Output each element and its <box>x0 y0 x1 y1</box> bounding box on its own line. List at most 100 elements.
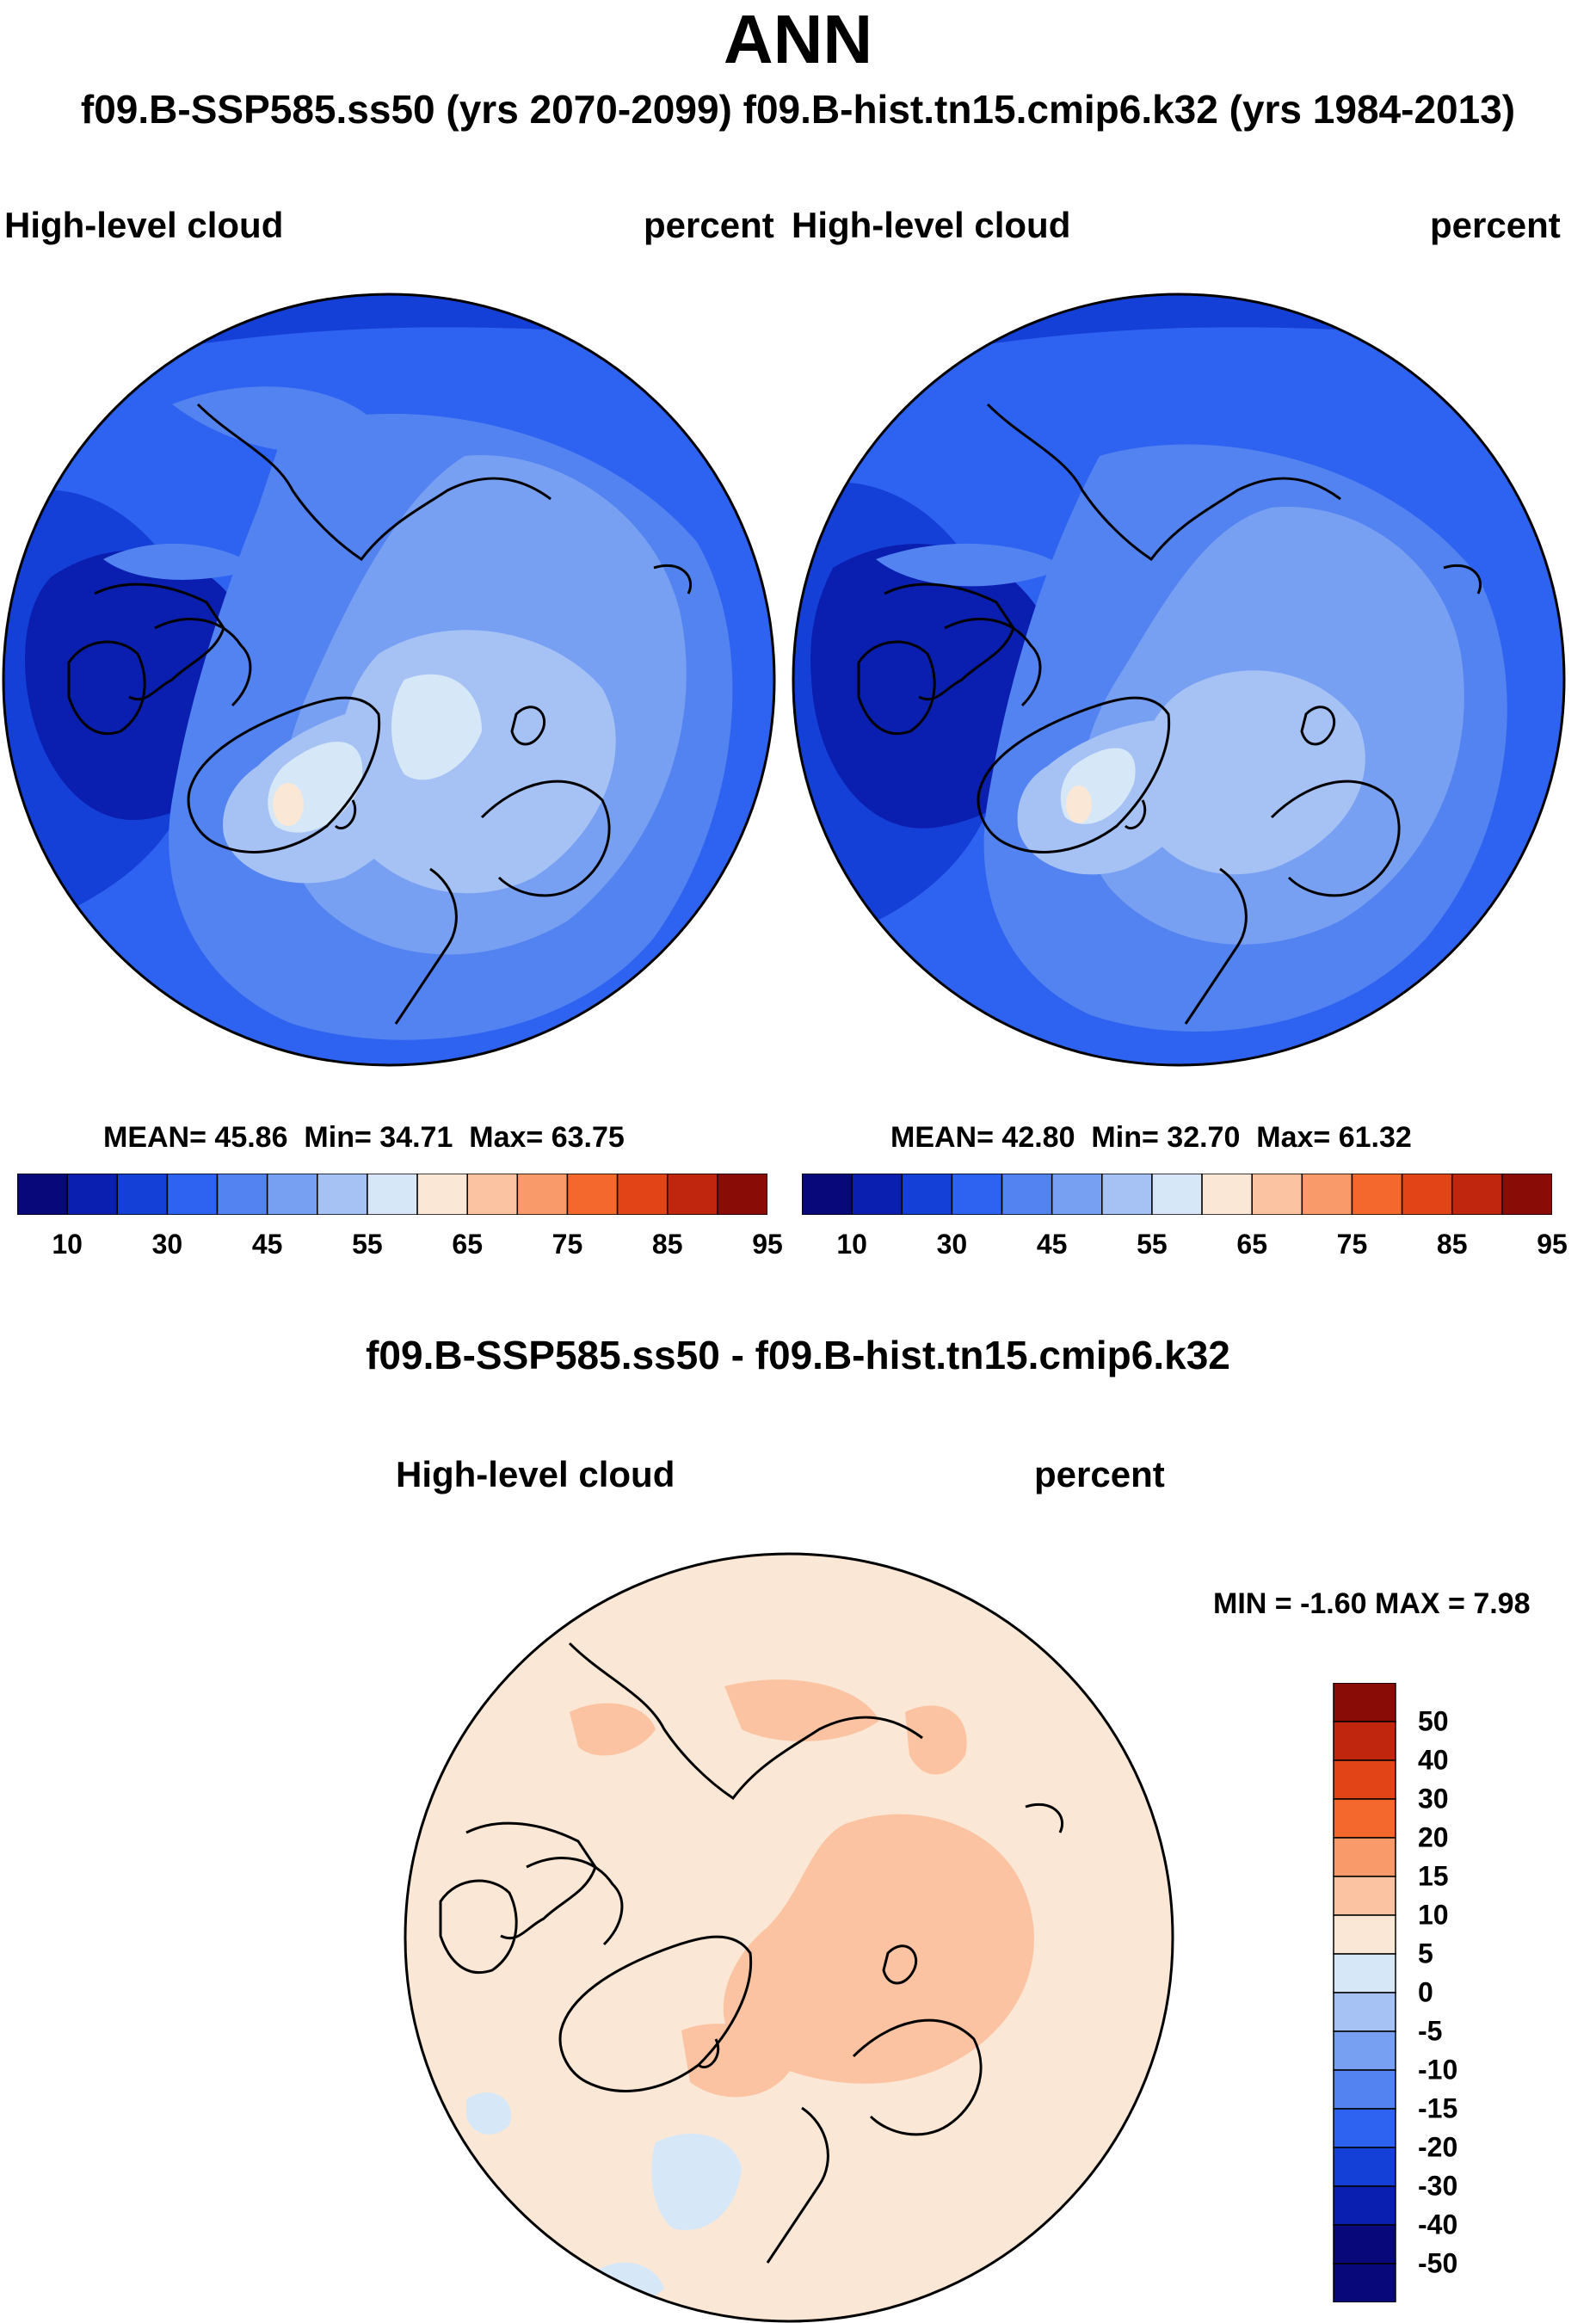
colorbar-level-label: -30 <box>1418 2170 1458 2202</box>
panel2-mean-value: 42.80 <box>1001 1121 1075 1154</box>
colorbar-swatch <box>566 1174 619 1215</box>
colorbar-swatch <box>216 1174 268 1215</box>
colorbar-swatch <box>802 1174 853 1215</box>
colorbar-tick-label: 10 <box>52 1229 83 1260</box>
colorbar-tick-label: 30 <box>151 1229 183 1260</box>
colorbar-swatch <box>1201 1174 1253 1215</box>
colorbar-tick-label: 85 <box>651 1229 683 1260</box>
colorbar-tick-label: 75 <box>1336 1229 1368 1260</box>
panel1-stats: MEAN= 45.86 Min= 34.71 Max= 63.75 <box>103 1121 625 1155</box>
colorbar-swatch <box>66 1174 119 1215</box>
colorbar-level-label: -40 <box>1418 2209 1458 2240</box>
difference-colorbar <box>1333 1683 1396 2302</box>
difference-units-label: percent <box>1034 1454 1165 1494</box>
panel2-max-value: 61.32 <box>1338 1121 1412 1154</box>
panel2-mean-label: MEAN= <box>890 1121 994 1154</box>
colorbar-tick-label: 65 <box>1236 1229 1267 1260</box>
colorbar-swatch <box>1333 1914 1396 1955</box>
colorbar-level-label: -20 <box>1418 2131 1458 2163</box>
difference-minmax: MIN = -1.60 MAX = 7.98 <box>1213 1587 1531 1620</box>
colorbar-tick-label: 75 <box>552 1229 583 1260</box>
colorbar-swatch <box>1333 1721 1396 1761</box>
colorbar-swatch <box>1051 1174 1103 1215</box>
colorbar-swatch <box>901 1174 953 1215</box>
colorbar-swatch <box>1333 2263 1396 2302</box>
panel2-variable-label: High-level cloud <box>792 205 1071 245</box>
panel1-colorbar <box>17 1174 767 1215</box>
colorbar-level-label: 40 <box>1418 1744 1449 1776</box>
colorbar-swatch <box>17 1174 68 1215</box>
colorbar-swatch <box>951 1174 1003 1215</box>
panel1-coastlines <box>67 403 693 1025</box>
colorbar-swatch <box>1333 1798 1396 1839</box>
panel1-map-border <box>2 293 776 1067</box>
colorbar-swatch <box>1451 1174 1503 1215</box>
colorbar-swatch <box>1333 1992 1396 2032</box>
difference-variable-label: High-level cloud <box>396 1454 675 1494</box>
panel2-colorbar <box>802 1174 1552 1215</box>
colorbar-swatch <box>666 1174 718 1215</box>
colorbar-swatch <box>317 1174 368 1215</box>
colorbar-level-label: 30 <box>1418 1783 1449 1815</box>
colorbar-swatch <box>1333 2147 1396 2187</box>
panel2-units-label: percent <box>1430 205 1561 245</box>
colorbar-swatch <box>166 1174 219 1215</box>
colorbar-swatch <box>1333 2030 1396 2071</box>
panel2-coastlines <box>857 403 1482 1025</box>
panel1-contour-fill <box>3 294 774 1065</box>
panel1-min-value: 34.71 <box>379 1121 453 1154</box>
colorbar-swatch <box>1401 1174 1453 1215</box>
colorbar-swatch <box>1333 1759 1396 1800</box>
colorbar-level-label: 5 <box>1418 1938 1433 1969</box>
colorbar-level-label: 15 <box>1418 1860 1449 1892</box>
panel1-variable-label: High-level cloud <box>4 205 284 245</box>
colorbar-swatch <box>851 1174 903 1215</box>
panel1-max-value: 63.75 <box>551 1121 625 1154</box>
colorbar-level-label: -15 <box>1418 2092 1458 2124</box>
colorbar-tick-label: 45 <box>251 1229 283 1260</box>
panel2-max-label: Max= <box>1256 1121 1331 1154</box>
colorbar-level-label: 50 <box>1418 1705 1449 1737</box>
colorbar-swatch <box>1333 2108 1396 2148</box>
colorbar-swatch <box>616 1174 669 1215</box>
colorbar-tick-label: 95 <box>752 1229 783 1260</box>
colorbar-swatch <box>367 1174 418 1215</box>
colorbar-swatch <box>1001 1174 1053 1215</box>
panel1-mean-value: 45.86 <box>214 1121 288 1154</box>
colorbar-swatch <box>266 1174 318 1215</box>
colorbar-swatch <box>1251 1174 1303 1215</box>
panel1-units-label: percent <box>644 205 774 245</box>
panel2-map-border <box>792 293 1566 1067</box>
colorbar-swatch <box>1501 1174 1552 1215</box>
colorbar-swatch <box>1333 1837 1396 1877</box>
colorbar-tick-label: 45 <box>1036 1229 1068 1260</box>
colorbar-level-label: 0 <box>1418 1976 1433 2008</box>
panel2-min-value: 32.70 <box>1167 1121 1241 1154</box>
panel1-mean-label: MEAN= <box>103 1121 206 1154</box>
colorbar-tick-label: 55 <box>1137 1229 1168 1260</box>
panel2-min-label: Min= <box>1091 1121 1159 1154</box>
colorbar-swatch <box>416 1174 468 1215</box>
colorbar-swatch <box>116 1174 169 1215</box>
colorbar-tick-label: 85 <box>1436 1229 1468 1260</box>
colorbar-swatch <box>1333 2224 1396 2264</box>
panel2-polar-map <box>792 293 1566 1067</box>
colorbar-swatch <box>1151 1174 1203 1215</box>
colorbar-tick-label: 95 <box>1537 1229 1568 1260</box>
colorbar-swatch <box>1101 1174 1153 1215</box>
colorbar-swatch <box>1333 1953 1396 1993</box>
panel1-min-label: Min= <box>304 1121 372 1154</box>
panel2-contour-fill <box>793 294 1564 1065</box>
colorbar-level-label: -5 <box>1418 2015 1443 2047</box>
difference-contour-fill <box>405 1554 1173 2321</box>
colorbar-level-label: -50 <box>1418 2247 1458 2279</box>
main-title: ANN <box>723 1 873 77</box>
case-subtitle: f09.B-SSP585.ss50 (yrs 2070-2099) f09.B-… <box>80 87 1516 132</box>
colorbar-tick-label: 10 <box>836 1229 867 1260</box>
panel1-max-label: Max= <box>469 1121 544 1154</box>
panel2-stats: MEAN= 42.80 Min= 32.70 Max= 61.32 <box>890 1121 1412 1155</box>
panel1-polar-map <box>2 293 776 1067</box>
colorbar-swatch <box>1333 2069 1396 2110</box>
colorbar-swatch <box>1333 1683 1396 1722</box>
colorbar-level-label: -10 <box>1418 2054 1458 2086</box>
